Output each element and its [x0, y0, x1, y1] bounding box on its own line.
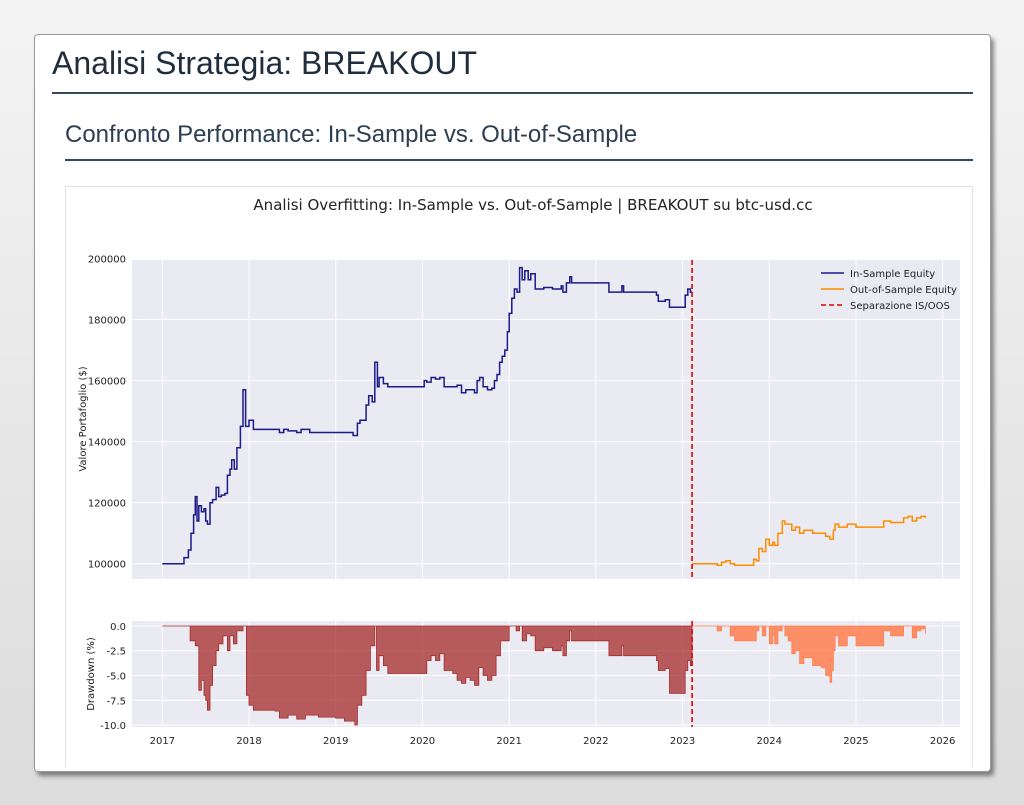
x-tick-label: 2020 — [410, 736, 435, 747]
drawdown-y-tick-label: -10.0 — [100, 721, 126, 732]
x-tick-label: 2025 — [843, 736, 868, 747]
legend-label-in-sample: In-Sample Equity — [850, 269, 935, 280]
x-tick-label: 2018 — [236, 736, 261, 747]
legend-label-split: Separazione IS/OOS — [850, 301, 950, 312]
page-title: Analisi Strategia: BREAKOUT — [52, 45, 478, 81]
equity-plot-area — [132, 260, 960, 579]
section-title: Confronto Performance: In-Sample vs. Out… — [65, 121, 638, 148]
drawdown-panel: 0.0 -2.5 -5.0 -7.5 -10.0 2017 2018 2019 2020 202… — [86, 621, 960, 747]
report-card: Analisi Strategia: BREAKOUT Confronto Pe… — [34, 34, 991, 772]
drawdown-x-ticks: 2017 2018 2019 2020 2021 2022 2023 2024 2025 2026 — [150, 736, 956, 747]
out-of-sample-equity-line — [692, 515, 927, 567]
x-tick-label: 2024 — [757, 736, 782, 747]
equity-y-ticks: 100000 120000 140000 160000 180000 200000 — [88, 254, 126, 570]
equity-y-tick-label: 120000 — [88, 499, 126, 510]
legend-label-out-of-sample: Out-of-Sample Equity — [850, 285, 957, 296]
equity-grid — [132, 257, 960, 579]
in-sample-drawdown-area — [162, 625, 693, 726]
x-tick-label: 2023 — [670, 736, 695, 747]
equity-y-tick-label: 140000 — [88, 438, 126, 449]
equity-y-tick-label: 160000 — [88, 377, 126, 388]
equity-y-tick-label: 100000 — [88, 560, 126, 571]
out-of-sample-drawdown-area — [692, 625, 926, 683]
drawdown-y-ticks: 0.0 -2.5 -5.0 -7.5 -10.0 — [100, 622, 126, 732]
x-tick-label: 2022 — [583, 736, 608, 747]
x-tick-label: 2021 — [496, 736, 521, 747]
drawdown-y-axis-label: Drawdown (%) — [86, 637, 97, 711]
x-tick-label: 2019 — [323, 736, 348, 747]
chart-svg: Analisi Overfitting: In-Sample vs. Out-o… — [78, 196, 960, 747]
equity-series — [162, 266, 927, 567]
chart-figure: Analisi Overfitting: In-Sample vs. Out-o… — [65, 186, 973, 767]
equity-y-tick-label: 200000 — [88, 254, 126, 265]
x-tick-label: 2017 — [150, 736, 175, 747]
section-divider — [65, 159, 973, 161]
drawdown-y-tick-label: -7.5 — [106, 696, 126, 707]
equity-y-tick-label: 180000 — [88, 316, 126, 327]
equity-panel: 100000 120000 140000 160000 180000 200000 Val… — [78, 254, 960, 579]
drawdown-y-tick-label: -5.0 — [106, 671, 126, 682]
in-sample-equity-line — [162, 266, 693, 565]
drawdown-series — [162, 625, 926, 726]
chart-title: Analisi Overfitting: In-Sample vs. Out-o… — [253, 196, 812, 214]
drawdown-y-tick-label: -2.5 — [106, 647, 126, 658]
title-divider — [52, 92, 973, 94]
drawdown-y-tick-label: 0.0 — [110, 622, 126, 633]
legend: In-Sample Equity Out-of-Sample Equity Se… — [821, 269, 957, 312]
equity-y-axis-label: Valore Portafoglio ($) — [78, 366, 89, 471]
x-tick-label: 2026 — [930, 736, 955, 747]
